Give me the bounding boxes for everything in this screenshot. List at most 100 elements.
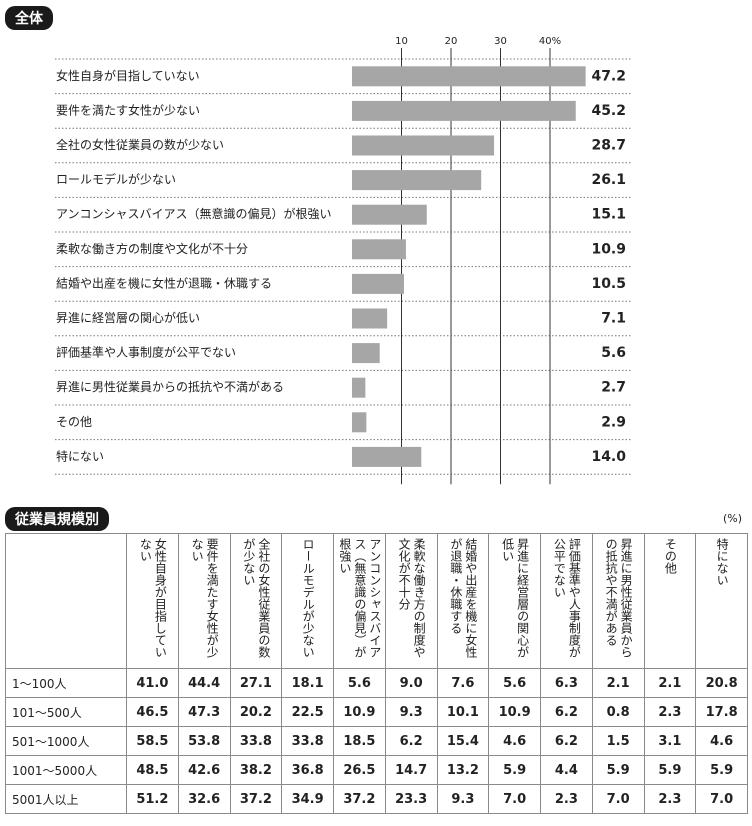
table-cell: 2.3 xyxy=(643,784,697,814)
table-cell: 44.4 xyxy=(177,668,231,698)
table-cell: 2.1 xyxy=(591,668,645,698)
table-cell: 5.9 xyxy=(591,755,645,785)
bar xyxy=(352,135,495,156)
table-cell: 5.9 xyxy=(643,755,697,785)
table-cell: 36.8 xyxy=(281,755,334,785)
x-tick-label: 10 xyxy=(395,36,408,47)
table-cell: 2.3 xyxy=(540,784,593,814)
table-cell: 7.0 xyxy=(695,784,748,814)
table-cell: 26.5 xyxy=(333,755,386,785)
table-cell: 47.3 xyxy=(177,697,231,727)
corner-cell xyxy=(5,533,127,669)
value-label: 28.7 xyxy=(591,138,626,154)
unit-label: (%) xyxy=(722,512,742,525)
header-row: 女性自身が目指していない 要件を満たす女性が少ない 全社の女性従業員の数が少ない ロー… xyxy=(5,533,748,669)
table-cell: 20.8 xyxy=(695,668,748,698)
bar xyxy=(352,412,367,433)
value-label: 2.9 xyxy=(601,414,626,430)
bar xyxy=(352,170,482,191)
column-header-text: 評価基準や人事制度が公平でない xyxy=(552,538,582,658)
column-header-text: 要件を満たす女性が少ない xyxy=(190,538,220,658)
column-header: その他 xyxy=(643,533,697,669)
bar xyxy=(352,273,404,294)
bar xyxy=(352,66,586,87)
column-header-text: 昇進に男性従業員からの抵抗や不満がある xyxy=(604,538,634,658)
table-row: 1001～5000人 48.5 42.6 38.2 36.8 26.5 14.7 13.2 5.… xyxy=(5,755,748,785)
column-header: 特にない xyxy=(695,533,748,669)
bar xyxy=(352,377,366,398)
column-header-text: 昇進に経営層の関心が低い xyxy=(500,538,530,658)
category-label: 結婚や出産を機に女性が退職・休職する xyxy=(56,275,272,290)
table-cell: 10.9 xyxy=(488,697,541,727)
column-header-text: 全社の女性従業員の数が少ない xyxy=(241,538,271,658)
table-row: 101～500人 46.5 47.3 20.2 22.5 10.9 9.3 10.1 10.9 6… xyxy=(5,697,748,727)
table-cell: 20.2 xyxy=(229,697,283,727)
table-cell: 38.2 xyxy=(229,755,283,785)
table-cell: 9.3 xyxy=(384,697,438,727)
column-header-text: アンコンシャスバイアス（無意識の偏見）が根強い xyxy=(337,538,382,658)
table-cell: 7.0 xyxy=(488,784,541,814)
table-cell: 15.4 xyxy=(436,726,490,756)
table-cell: 6.3 xyxy=(540,668,593,698)
bar xyxy=(352,446,422,467)
column-header-text: その他 xyxy=(663,538,678,574)
table-cell: 7.0 xyxy=(591,784,645,814)
category-label: 全社の女性従業員の数が少ない xyxy=(56,137,224,152)
table-cell: 53.8 xyxy=(177,726,231,756)
table-cell: 4.6 xyxy=(695,726,748,756)
table-cell: 7.6 xyxy=(436,668,490,698)
value-label: 2.7 xyxy=(601,380,626,396)
bar xyxy=(352,100,576,121)
row-label: 101～500人 xyxy=(5,697,127,727)
table-cell: 3.1 xyxy=(643,726,697,756)
table-cell: 10.1 xyxy=(436,697,490,727)
table-cell: 4.6 xyxy=(488,726,541,756)
value-label: 15.1 xyxy=(591,207,626,223)
table-cell: 13.2 xyxy=(436,755,490,785)
section-badge: 従業員規模別 xyxy=(5,507,109,531)
category-label: アンコンシャスバイアス（無意識の偏見）が根強い xyxy=(56,206,332,221)
column-header: 柔軟な働き方の制度や文化が不十分 xyxy=(384,533,438,669)
table-cell: 6.2 xyxy=(540,697,593,727)
table-cell: 5.9 xyxy=(695,755,748,785)
table-cell: 58.5 xyxy=(126,726,179,756)
column-header: 女性自身が目指していない xyxy=(126,533,179,669)
table-cell: 9.0 xyxy=(384,668,438,698)
value-label: 10.5 xyxy=(591,276,626,292)
table-cell: 1.5 xyxy=(591,726,645,756)
column-header: 評価基準や人事制度が公平でない xyxy=(540,533,593,669)
value-label: 26.1 xyxy=(591,172,626,188)
column-header: 昇進に男性従業員からの抵抗や不満がある xyxy=(591,533,645,669)
table-row: 5001人以上 51.2 32.6 37.2 34.9 37.2 23.3 9.3 7.0 2.3… xyxy=(5,784,748,814)
table-cell: 2.3 xyxy=(643,697,697,727)
table-cell: 33.8 xyxy=(229,726,283,756)
table-cell: 18.1 xyxy=(281,668,334,698)
category-label: 要件を満たす女性が少ない xyxy=(56,102,200,117)
table-cell: 5.6 xyxy=(333,668,386,698)
table-cell: 48.5 xyxy=(126,755,179,785)
table-cell: 41.0 xyxy=(126,668,179,698)
column-header: ロールモデルが少ない xyxy=(281,533,334,669)
bar xyxy=(352,239,406,260)
table-cell: 27.1 xyxy=(229,668,283,698)
table-cell: 22.5 xyxy=(281,697,334,727)
category-label: ロールモデルが少ない xyxy=(56,172,176,187)
row-label: 501～1000人 xyxy=(5,726,127,756)
category-label: その他 xyxy=(56,415,92,429)
category-label: 昇進に男性従業員からの抵抗や不満がある xyxy=(56,379,284,394)
chart: 10 20 30 40% 女性自身が目指していない 47.2 要件を満たす女性が少ない 45.… xyxy=(55,36,632,485)
column-header-text: 女性自身が目指していない xyxy=(138,538,168,658)
category-label: 評価基準や人事制度が公平でない xyxy=(56,345,236,360)
value-label: 47.2 xyxy=(591,68,626,84)
category-label: 昇進に経営層の関心が低い xyxy=(56,310,200,325)
table-cell: 37.2 xyxy=(333,784,386,814)
table-cell: 34.9 xyxy=(281,784,334,814)
row-label: 5001人以上 xyxy=(5,784,127,814)
table: 女性自身が目指していない 要件を満たす女性が少ない 全社の女性従業員の数が少ない ロー… xyxy=(5,533,748,814)
table-cell: 46.5 xyxy=(126,697,179,727)
table-cell: 2.1 xyxy=(643,668,697,698)
column-header: 要件を満たす女性が少ない xyxy=(177,533,231,669)
table-cell: 0.8 xyxy=(591,697,645,727)
column-header-text: 柔軟な働き方の制度や文化が不十分 xyxy=(397,538,427,658)
